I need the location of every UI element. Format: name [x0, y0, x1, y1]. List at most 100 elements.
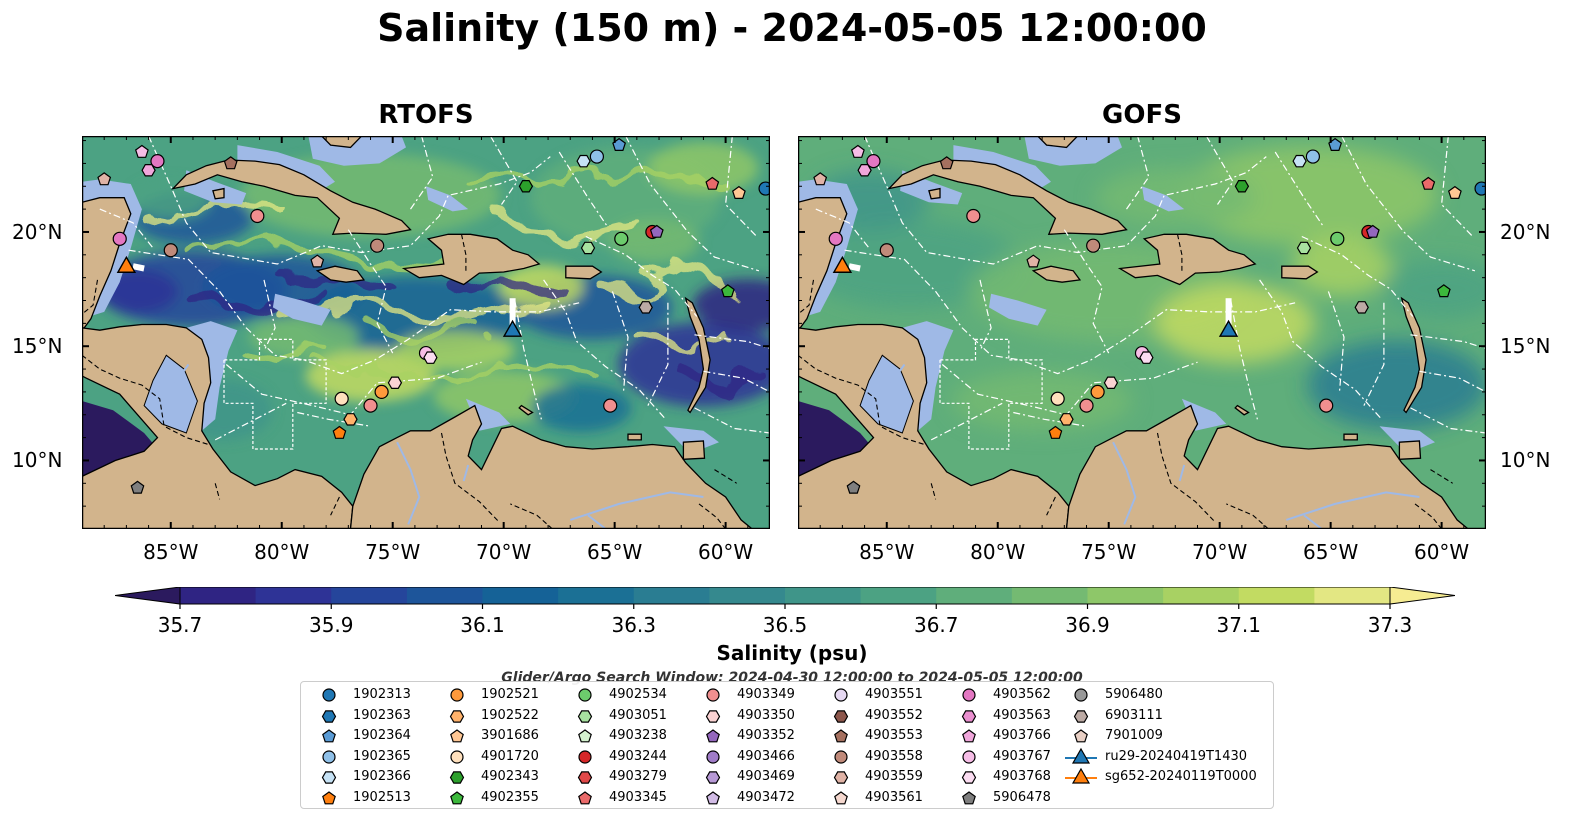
longitude-label: 85°W: [143, 540, 199, 564]
river: [1112, 441, 1137, 525]
colorbar-segment: [1163, 587, 1240, 604]
glider-marker: [832, 255, 853, 273]
argo-float-marker: [828, 231, 843, 246]
eez-boundary: [864, 136, 1267, 265]
argo-float-marker: [966, 208, 981, 224]
legend-marker: [578, 688, 592, 702]
legend-marker: [834, 688, 848, 702]
legend-label: 4902355: [481, 790, 539, 805]
legend-label: 6903111: [1105, 707, 1163, 723]
argo-float-marker: [1234, 180, 1250, 193]
land-puertorico: [1281, 265, 1319, 280]
argo-float-marker: [1296, 241, 1312, 255]
colorbar-segment: [1314, 587, 1391, 604]
legend-marker: [578, 791, 592, 805]
lake-nicaragua: [859, 354, 914, 434]
eez-boundary: [703, 370, 770, 393]
land-puertorico: [565, 265, 603, 280]
legend-label: 4903767: [993, 748, 1051, 764]
argo-float-marker: [223, 156, 238, 170]
eez-boundary: [1327, 291, 1345, 392]
land-central: [798, 323, 1070, 529]
eez-boundary: [1259, 279, 1383, 420]
colorbar-tick-label: 36.3: [611, 613, 657, 637]
legend-marker: [450, 688, 464, 702]
country-border: [82, 354, 209, 446]
eez-boundary: [1230, 300, 1258, 420]
country-border: [930, 483, 937, 500]
land-south: [1065, 404, 1470, 529]
longitude-label: 85°W: [859, 540, 915, 564]
colorbar-label: Salinity (psu): [716, 641, 868, 665]
river: [396, 441, 421, 525]
legend-marker: [833, 771, 849, 785]
argo-float-marker: [1292, 154, 1307, 168]
argo-float-marker: [614, 231, 629, 246]
eez-boundary: [1013, 411, 1087, 427]
argo-float-marker: [141, 164, 156, 177]
legend-marker: [578, 729, 592, 743]
eez-boundary: [930, 402, 1003, 441]
legend-marker: [706, 750, 720, 764]
country-border: [330, 496, 340, 516]
argo-float-marker: [603, 398, 618, 413]
land-trinidad: [1398, 440, 1422, 460]
legend-marker: [577, 709, 593, 723]
longitude-label: 75°W: [365, 540, 421, 564]
argo-float-marker: [1447, 185, 1462, 199]
main-title: Salinity (150 m) - 2024-05-05 12:00:00: [377, 6, 1207, 50]
river: [161, 363, 190, 409]
argo-float-marker: [1048, 425, 1063, 439]
country-border: [1414, 503, 1443, 529]
glider-track: [848, 263, 861, 272]
longitude-label: 60°W: [1413, 540, 1470, 564]
argo-float-marker: [720, 284, 735, 298]
argo-float-marker: [1090, 384, 1105, 400]
country-border: [440, 432, 500, 523]
argo-float-marker: [580, 241, 596, 255]
shelf-area: [1142, 186, 1185, 212]
latitude-label: 20°N: [12, 219, 63, 244]
longitude-label: 75°W: [1081, 540, 1137, 564]
legend-label: 1902313: [353, 687, 411, 702]
river: [587, 514, 607, 529]
eez-boundary: [585, 235, 698, 317]
legend-label: 4903559: [865, 769, 923, 785]
legend-label: ru29-20240419T1430: [1105, 748, 1248, 764]
land-isle_youth: [212, 187, 225, 200]
legend-label: 4903552: [865, 707, 923, 723]
colorbar-segment: [180, 587, 257, 604]
river: [1178, 464, 1186, 482]
legend-label: 4903562: [993, 687, 1051, 702]
eez-boundary: [979, 279, 992, 352]
argo-float-marker: [1079, 398, 1094, 413]
legend-marker: [1074, 688, 1088, 702]
colorbar-segment: [255, 587, 332, 604]
legend-label: 4903352: [737, 728, 795, 744]
longitude-label: 80°W: [254, 540, 310, 564]
latitude-label: 20°N: [1500, 219, 1551, 244]
legend-marker: [577, 771, 593, 785]
land-trinidad: [682, 440, 706, 460]
legend-marker: [321, 709, 337, 723]
eez-boundary: [489, 136, 518, 205]
argo-float-marker: [705, 176, 720, 190]
legend-label: 4903349: [737, 687, 795, 702]
legend: 1902313 1902363 1902364 1902365 1902366 19025…: [300, 681, 1274, 809]
argo-float-marker: [387, 376, 403, 389]
legend-marker: [962, 729, 976, 743]
colorbar-segment: [785, 587, 862, 604]
argo-float-marker: [423, 351, 438, 364]
legend-marker: [322, 791, 336, 805]
argo-float-marker: [1103, 376, 1119, 389]
argo-float-marker: [1474, 181, 1486, 196]
legend-marker: [834, 791, 848, 805]
shelf-area: [1379, 426, 1435, 454]
colorbar-segment: [860, 587, 937, 604]
land-jamaica: [315, 265, 366, 283]
colorbar-segment: [633, 587, 710, 604]
argo-float-marker: [1305, 149, 1320, 164]
argo-float-marker: [758, 181, 770, 196]
colorbar-segment: [482, 587, 559, 604]
argo-float-marker: [518, 180, 534, 193]
